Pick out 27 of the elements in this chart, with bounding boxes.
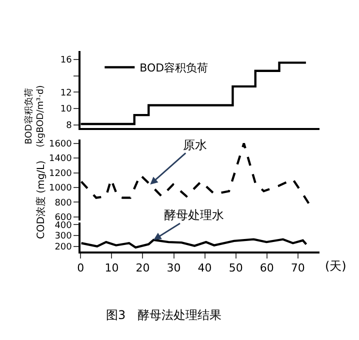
caption: 图3 酵母法处理结果 — [106, 308, 222, 322]
x-tick-label: 50 — [228, 261, 243, 274]
legend-label: BOD容积负荷 — [140, 62, 208, 75]
y-tick-label: 10 — [60, 104, 72, 115]
y-axis-title: BOD容积负荷 (kgBOD/m³·d) — [23, 85, 46, 148]
series-label: 酵母处理水 — [164, 208, 224, 222]
x-axis-title: (天) — [325, 259, 346, 273]
y-tick-label: 300 — [54, 232, 72, 242]
y-tick-label: 400 — [54, 220, 72, 231]
x-tick-label: 30 — [166, 261, 181, 274]
y-tick-label: 800 — [54, 198, 72, 208]
x-tick-label: 40 — [198, 261, 212, 274]
y-tick-label: 1200 — [48, 168, 72, 179]
y-tick-label: 12 — [60, 88, 72, 98]
x-tick-label: 70 — [290, 261, 305, 274]
y-tick-label: 1000 — [48, 184, 72, 194]
y-axis-title: COD浓度 (mg/L) — [34, 160, 47, 240]
x-tick-label: 20 — [136, 261, 150, 274]
y-tick-label: 16 — [60, 56, 72, 66]
text: 原水 — [183, 138, 207, 152]
x-tick-label: 0 — [77, 261, 84, 274]
y-tick-label: 200 — [54, 242, 72, 253]
x-tick-label: 60 — [260, 261, 274, 274]
y-tick-label: 1400 — [48, 154, 72, 164]
x-tick-label: 10 — [104, 261, 119, 274]
y-tick-label: 8 — [66, 121, 72, 132]
y-tick-label: 1600 — [48, 140, 72, 150]
